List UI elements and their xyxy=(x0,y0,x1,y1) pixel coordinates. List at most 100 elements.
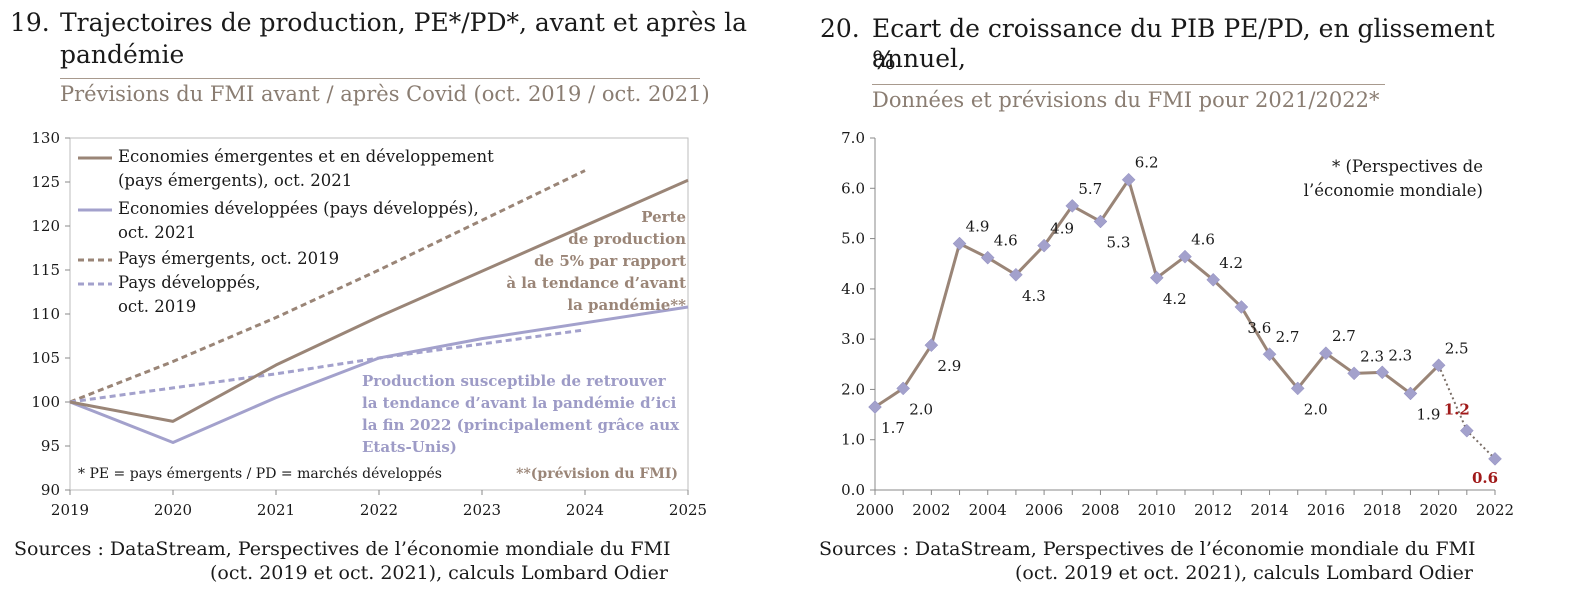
data-point-marker xyxy=(1093,214,1108,229)
data-label: 6.2 xyxy=(1135,154,1159,172)
x-tick-label: 2012 xyxy=(1194,501,1232,519)
data-point-marker xyxy=(1009,267,1023,282)
annotation-loss-line: de 5% par rapport xyxy=(534,252,686,270)
y-tick-label: 130 xyxy=(31,129,60,147)
footnote-abbrev: * PE = pays émergents / PD = marchés dév… xyxy=(78,466,442,482)
note-weo-line2: l’économie mondiale) xyxy=(1304,181,1483,200)
data-point-marker xyxy=(1290,381,1305,396)
x-tick-label: 2024 xyxy=(566,501,604,519)
chart-title-line1: Ecart de croissance du PIB PE/PD, en gli… xyxy=(872,14,1495,73)
footnote-forecast: **(prévision du FMI) xyxy=(516,466,678,482)
series-line-dev-2021 xyxy=(69,305,689,444)
y-tick-label: 115 xyxy=(31,261,60,279)
chart-panel-19: 19. Trajectoires de production, PE*/PD*,… xyxy=(0,0,790,607)
data-label: 4.9 xyxy=(966,218,990,236)
data-point-marker xyxy=(868,400,882,414)
source-line2: (oct. 2019 et oct. 2021), calculs Lombar… xyxy=(210,562,668,584)
data-point-marker xyxy=(952,236,967,251)
data-point-marker xyxy=(1121,172,1136,187)
data-point-marker xyxy=(1459,423,1474,438)
data-point-marker xyxy=(1347,366,1361,381)
legend-label-em-2021-line1: Economies émergentes et en développement xyxy=(118,147,494,166)
source-line1: Sources : DataStream, Perspectives de l’… xyxy=(819,538,1476,560)
data-label: 4.6 xyxy=(994,232,1018,250)
data-point-marker xyxy=(924,338,939,353)
x-tick-label: 2002 xyxy=(912,501,950,519)
y-tick-label: 2.0 xyxy=(841,380,865,398)
annotation-loss-line: la pandémie** xyxy=(567,296,686,314)
data-label: 2.0 xyxy=(909,400,933,418)
y-tick-label: 6.0 xyxy=(841,179,865,197)
annotation-recover-line: la fin 2022 (principalement grâce aux xyxy=(362,416,680,434)
chart-title: 20. Ecart de croissance du PIB PE/PD, en… xyxy=(820,14,1580,78)
y-tick-label: 95 xyxy=(41,437,60,455)
x-tick-label: 2019 xyxy=(51,501,89,519)
chart-panel-20: 20. Ecart de croissance du PIB PE/PD, en… xyxy=(805,0,1585,607)
series-line-em-2021 xyxy=(69,178,689,423)
annotation-loss-line: Perte xyxy=(641,208,686,226)
y-tick-label: 5.0 xyxy=(841,230,865,248)
source-line1: Sources : DataStream, Perspectives de l’… xyxy=(14,538,671,560)
legend-label-em-2019: Pays émergents, oct. 2019 xyxy=(118,249,339,268)
x-tick-label: 2023 xyxy=(463,501,501,519)
y-tick-label: 0.0 xyxy=(841,481,865,499)
data-point-marker xyxy=(1488,451,1502,466)
chart-title-line2: % xyxy=(872,46,896,75)
chart-20-plot: 0.0 1.0 2.0 3.0 4.0 5.0 6.0 7.0 2000 2002 2004 2006… xyxy=(841,129,1514,519)
data-point-marker xyxy=(1262,347,1277,362)
data-point-marker xyxy=(1178,249,1192,264)
data-label: 5.3 xyxy=(1107,233,1131,251)
data-label: 2.3 xyxy=(1360,347,1384,365)
series-line-dev-2019 xyxy=(69,328,586,404)
y-tick-label: 100 xyxy=(31,393,60,411)
data-point-marker xyxy=(1037,238,1051,253)
title-rule xyxy=(60,78,700,79)
data-label: 1.9 xyxy=(1417,405,1441,423)
data-label: 2.7 xyxy=(1276,328,1300,346)
annotation-loss-line: de production xyxy=(568,230,686,248)
y-tick-label: 1.0 xyxy=(841,431,865,449)
data-label: 2.5 xyxy=(1445,339,1469,357)
annotation-recover-line: Production susceptible de retrouver xyxy=(362,372,667,390)
data-point-marker xyxy=(1065,199,1080,213)
chart-19-plot: 90 95 100 105 110 115 120 125 130 2019 2020 2021 202… xyxy=(31,129,707,519)
y-tick-label: 105 xyxy=(31,349,60,367)
data-label: 2.7 xyxy=(1332,327,1356,345)
chart-number: 19. xyxy=(10,8,50,37)
data-label: 0.6 xyxy=(1472,469,1498,487)
y-tick-label: 3.0 xyxy=(841,330,865,348)
x-tick-label: 2016 xyxy=(1307,501,1345,519)
x-tick-label: 2010 xyxy=(1138,501,1176,519)
chart-title: 19. Trajectoires de production, PE*/PD*,… xyxy=(10,8,770,72)
annotation-recover-line: la tendance d’avant la pandémie d’ici xyxy=(362,394,677,412)
x-tick-label: 2008 xyxy=(1081,501,1119,519)
data-label: 4.2 xyxy=(1163,290,1187,308)
x-tick-label: 2000 xyxy=(856,501,894,519)
data-label: 4.9 xyxy=(1050,220,1074,238)
legend-label-dev-2021-line2: oct. 2021 xyxy=(118,223,196,242)
chart-subtitle: Données et prévisions du FMI pour 2021/2… xyxy=(872,88,1380,112)
note-weo-line1: * (Perspectives de xyxy=(1332,157,1483,176)
y-tick-label: 90 xyxy=(41,481,60,499)
data-point-marker xyxy=(1403,386,1418,401)
chart-title-line2: pandémie xyxy=(60,40,185,69)
x-tick-label: 2020 xyxy=(1420,501,1458,519)
data-label: 3.6 xyxy=(1247,319,1271,337)
data-label: 4.6 xyxy=(1191,231,1215,249)
data-label: 4.3 xyxy=(1022,287,1046,305)
data-point-marker xyxy=(1149,270,1164,285)
y-tick-label: 120 xyxy=(31,217,60,235)
title-rule xyxy=(872,84,1385,85)
data-label: 2.0 xyxy=(1304,400,1328,418)
data-label: 4.2 xyxy=(1219,254,1243,272)
chart-subtitle: Prévisions du FMI avant / après Covid (o… xyxy=(60,82,710,106)
chart-number: 20. xyxy=(820,14,860,43)
x-tick-label: 2021 xyxy=(257,501,295,519)
legend-label-dev-2021-line1: Economies développées (pays développés), xyxy=(118,199,479,218)
x-tick-label: 2018 xyxy=(1363,501,1401,519)
data-point-marker xyxy=(1319,346,1333,361)
data-point-marker xyxy=(896,381,911,396)
legend-label-em-2021-line2: (pays émergents), oct. 2021 xyxy=(118,171,352,190)
data-label: 1.7 xyxy=(881,419,905,437)
data-label: 1.2 xyxy=(1444,401,1470,419)
